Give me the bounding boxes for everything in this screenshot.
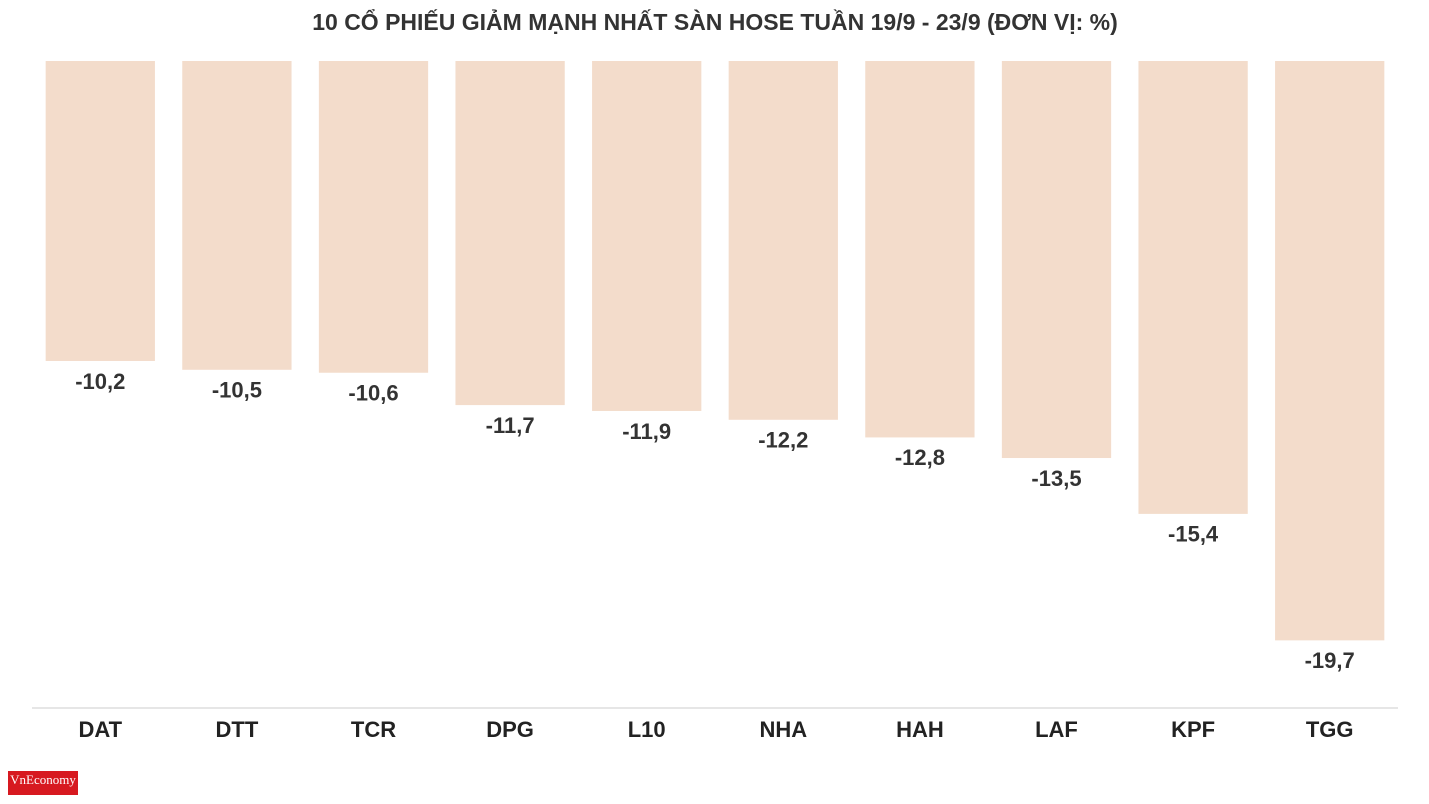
x-tick-label: TCR	[351, 717, 396, 742]
x-tick-label: TGG	[1306, 717, 1354, 742]
bar	[182, 61, 292, 370]
chart-title: 10 CỔ PHIẾU GIẢM MẠNH NHẤT SÀN HOSE TUẦN…	[312, 7, 1118, 35]
value-label: -15,4	[1168, 522, 1219, 547]
x-tick-label: DTT	[216, 717, 259, 742]
value-label: -19,7	[1305, 648, 1355, 673]
value-label: -12,8	[895, 445, 945, 470]
x-tick-label: KPF	[1171, 717, 1215, 742]
logo: VnEconomy	[10, 772, 76, 787]
value-label: -10,6	[348, 381, 398, 406]
value-label: -12,2	[758, 428, 808, 453]
x-tick-label: DPG	[486, 717, 534, 742]
value-label: -11,9	[622, 419, 671, 444]
bar	[728, 61, 838, 420]
x-tick-label: DAT	[79, 717, 123, 742]
bar	[1001, 61, 1112, 459]
x-tick-label: HAH	[896, 717, 944, 742]
bar	[455, 61, 565, 406]
x-tick-label: LAF	[1035, 717, 1078, 742]
bar	[592, 61, 702, 411]
value-label: -11,7	[486, 413, 535, 438]
value-label: -10,5	[212, 378, 262, 403]
x-tick-label: NHA	[759, 717, 807, 742]
logo-box	[8, 771, 78, 795]
bar	[318, 61, 429, 373]
bar	[1138, 61, 1248, 514]
bar	[1275, 61, 1385, 641]
value-label: -13,5	[1031, 466, 1081, 491]
value-label: -10,2	[75, 369, 125, 394]
x-tick-label: L10	[628, 717, 666, 742]
bar	[865, 61, 975, 438]
bar	[45, 61, 155, 361]
